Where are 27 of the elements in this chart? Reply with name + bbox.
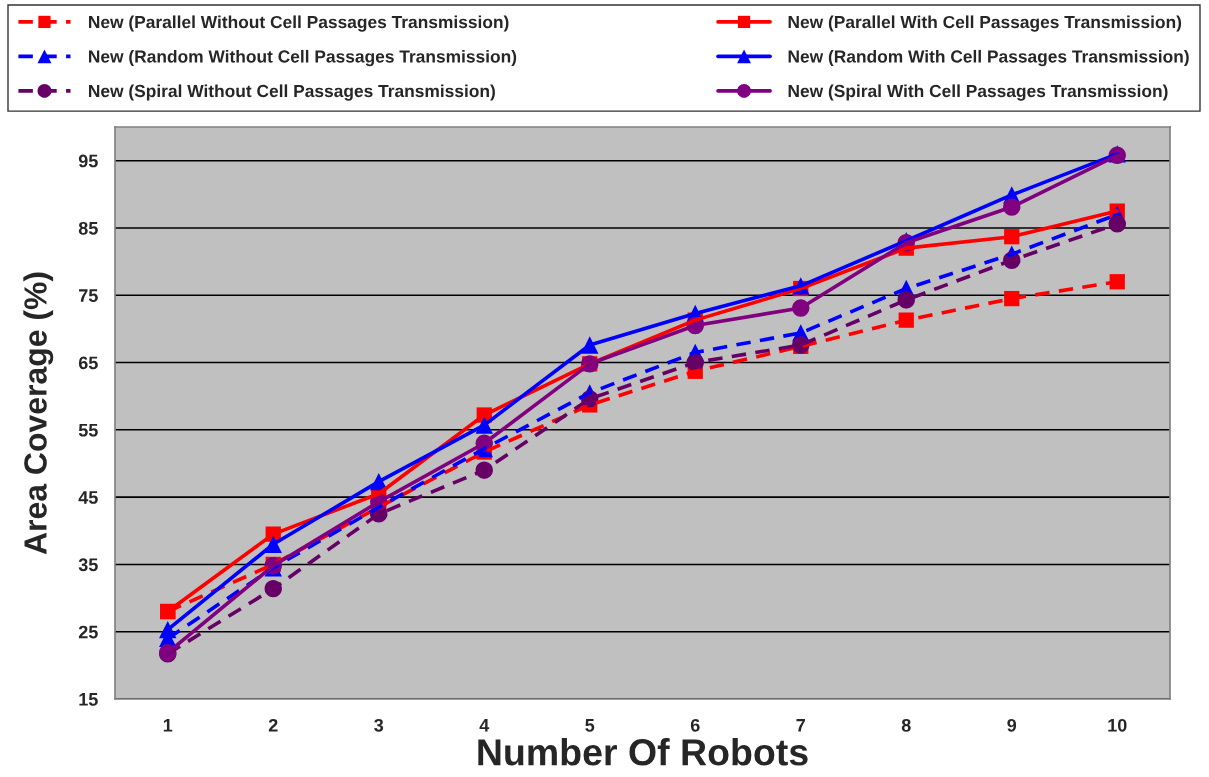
- y-tick-label: 55: [78, 423, 98, 437]
- x-tick-label: 4: [479, 719, 490, 732]
- y-tick-label: 25: [78, 625, 98, 639]
- legend-label: New (Spiral With Cell Passages Transmission): [788, 84, 1168, 101]
- x-tick-label: 5: [585, 719, 595, 732]
- legend-label: New (Parallel Without Cell Passages Transmission): [89, 15, 509, 32]
- x-tick-label: 8: [901, 718, 911, 732]
- y-tick-label: 45: [78, 491, 98, 504]
- y-tick-label: 85: [78, 221, 98, 235]
- y-tick-label: 15: [79, 693, 98, 706]
- legend-label: New (Spiral Without Cell Passages Transmission): [89, 84, 495, 101]
- x-tick-label: 2: [268, 718, 278, 732]
- y-tick-label: 95: [78, 154, 98, 168]
- legend-label: New (Parallel With Cell Passages Transmission): [788, 15, 1182, 32]
- x-tick-label: 1: [163, 719, 173, 732]
- y-tick-label: 65: [78, 356, 98, 370]
- legend-label: New (Random Without Cell Passages Transmission): [89, 49, 517, 67]
- x-tick-label: 7: [796, 719, 805, 732]
- x-tick-label: 9: [1007, 718, 1017, 732]
- y-tick-label: 75: [79, 289, 98, 302]
- x-axis-title: Number Of Robots: [478, 738, 808, 766]
- y-axis-title: Area Coverage (%): [23, 272, 54, 555]
- x-tick-label: 10: [1108, 718, 1127, 732]
- legend-label: New (Random With Cell Passages Transmission): [788, 49, 1189, 67]
- x-tick-label: 6: [690, 718, 700, 732]
- y-tick-label: 35: [78, 558, 98, 572]
- x-tick-label: 3: [374, 718, 384, 732]
